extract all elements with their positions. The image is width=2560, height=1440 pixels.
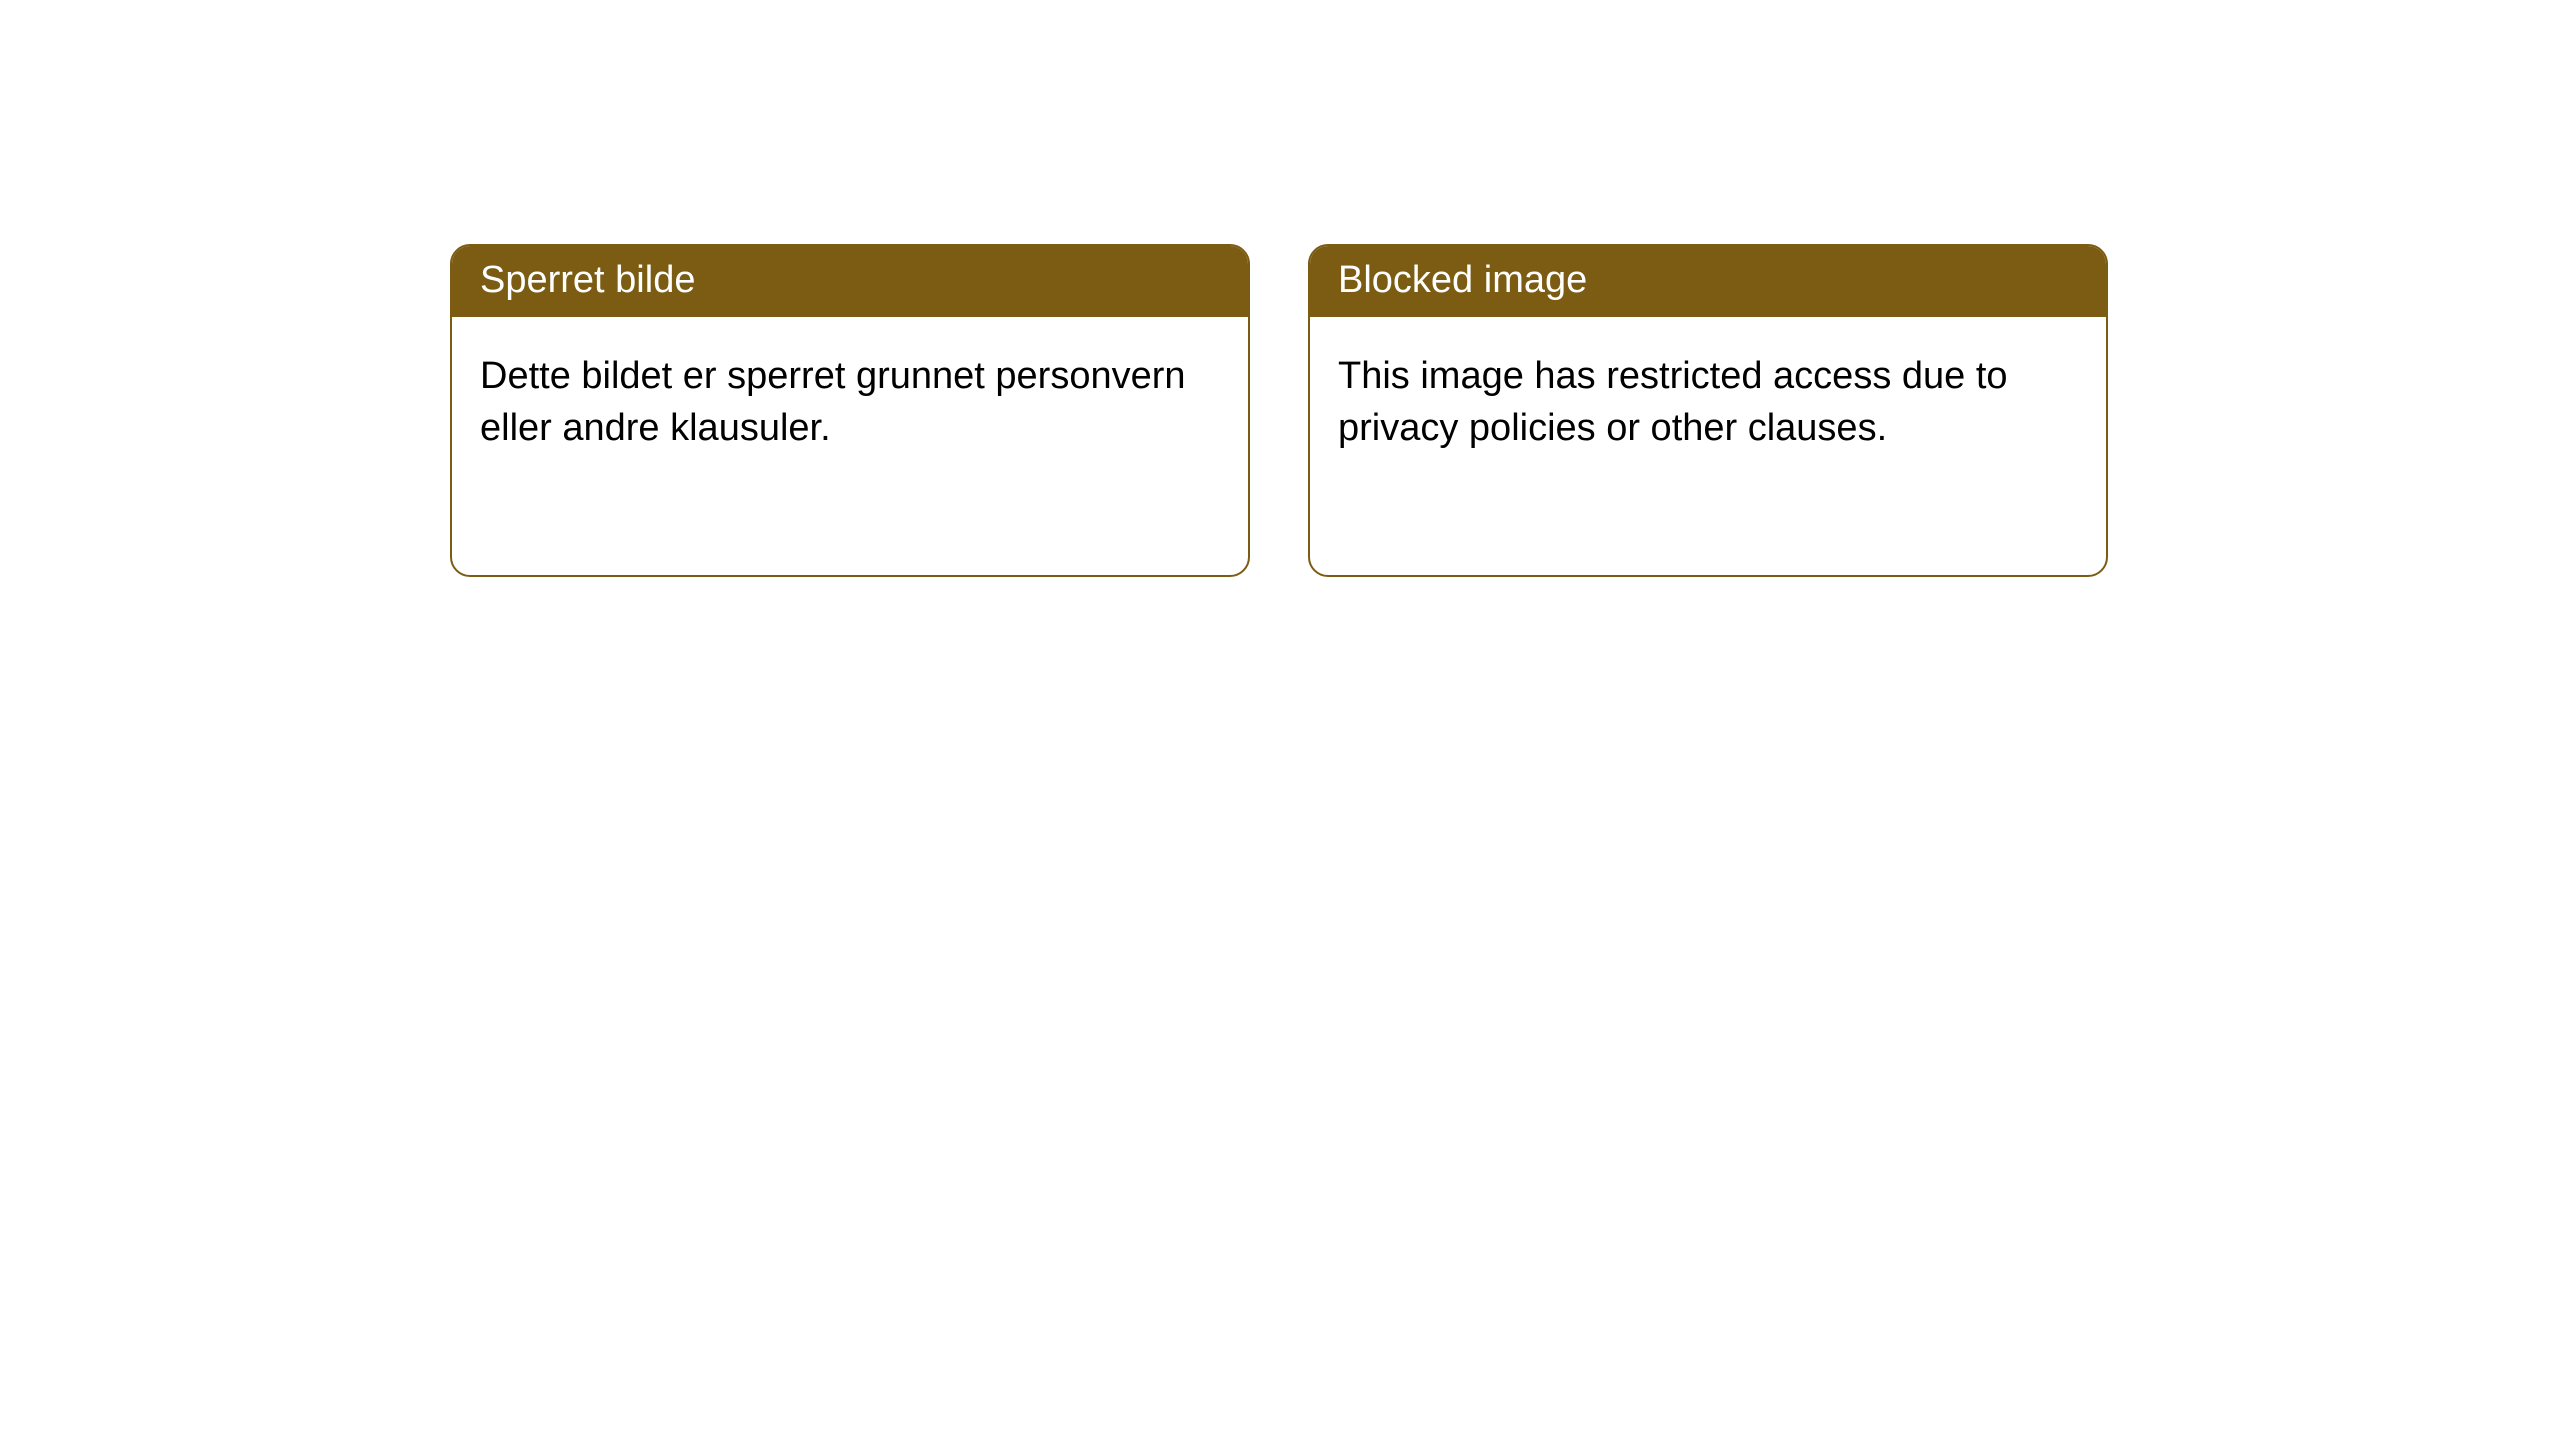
card-body-en: This image has restricted access due to … — [1310, 317, 2106, 488]
card-title-en: Blocked image — [1310, 246, 2106, 317]
blocked-image-card-en: Blocked image This image has restricted … — [1308, 244, 2108, 577]
blocked-image-card-no: Sperret bilde Dette bildet er sperret gr… — [450, 244, 1250, 577]
card-body-no: Dette bildet er sperret grunnet personve… — [452, 317, 1248, 488]
cards-container: Sperret bilde Dette bildet er sperret gr… — [0, 0, 2560, 577]
card-title-no: Sperret bilde — [452, 246, 1248, 317]
